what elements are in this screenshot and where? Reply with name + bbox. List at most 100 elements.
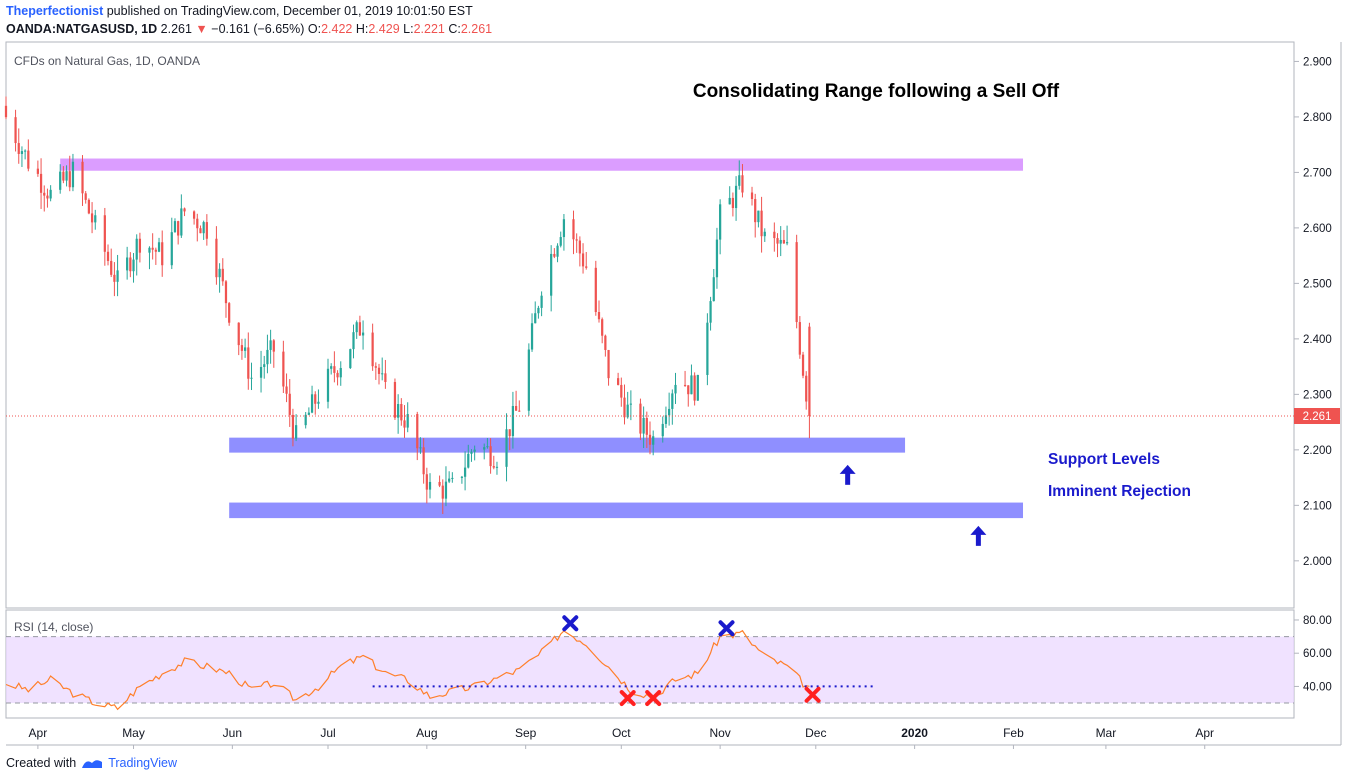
candle-down[interactable] bbox=[81, 155, 84, 206]
candle-down[interactable] bbox=[422, 438, 425, 484]
candle-down[interactable] bbox=[46, 188, 49, 208]
candle-down[interactable] bbox=[377, 363, 381, 385]
candle-up[interactable] bbox=[428, 473, 432, 499]
candle-up[interactable] bbox=[406, 402, 409, 433]
candle-down[interactable] bbox=[782, 230, 786, 245]
candle-down[interactable] bbox=[237, 322, 240, 356]
candle-up[interactable] bbox=[304, 412, 307, 429]
candle-up[interactable] bbox=[444, 466, 448, 507]
candle-down[interactable] bbox=[693, 372, 696, 406]
candle-down[interactable] bbox=[581, 243, 585, 274]
candle-up[interactable] bbox=[170, 217, 173, 270]
candle-up[interactable] bbox=[537, 305, 540, 319]
candle-down[interactable] bbox=[639, 398, 642, 441]
candle-down[interactable] bbox=[425, 467, 428, 504]
candle-down[interactable] bbox=[617, 372, 620, 386]
candle-up[interactable] bbox=[326, 358, 330, 409]
candle-up[interactable] bbox=[250, 362, 253, 391]
candle-down[interactable] bbox=[27, 139, 30, 172]
candle-up[interactable] bbox=[381, 357, 384, 381]
candle-down[interactable] bbox=[272, 339, 275, 368]
candle-up[interactable] bbox=[49, 185, 52, 202]
candle-down[interactable] bbox=[103, 207, 106, 266]
candle-up[interactable] bbox=[712, 269, 715, 302]
candle-down[interactable] bbox=[192, 210, 196, 225]
candle-down[interactable] bbox=[228, 301, 231, 326]
candle-up[interactable] bbox=[310, 385, 314, 414]
candle-up[interactable] bbox=[339, 361, 342, 386]
candle-up[interactable] bbox=[218, 263, 221, 293]
candle-down[interactable] bbox=[336, 370, 339, 386]
support-zone[interactable] bbox=[229, 437, 906, 453]
candle-up[interactable] bbox=[463, 451, 467, 491]
candle-up[interactable] bbox=[530, 313, 534, 352]
candle-down[interactable] bbox=[773, 222, 776, 252]
candle-down[interactable] bbox=[805, 371, 808, 410]
candle-up[interactable] bbox=[116, 254, 119, 297]
candle-up[interactable] bbox=[448, 471, 451, 484]
candle-down[interactable] bbox=[199, 225, 202, 234]
candle-up[interactable] bbox=[626, 391, 629, 419]
candle-down[interactable] bbox=[553, 248, 556, 259]
candle-down[interactable] bbox=[489, 438, 492, 474]
candle-up[interactable] bbox=[763, 228, 766, 242]
candle-up[interactable] bbox=[460, 475, 464, 484]
candle-up[interactable] bbox=[24, 149, 27, 160]
candle-up[interactable] bbox=[419, 437, 422, 454]
candle-up[interactable] bbox=[263, 355, 266, 379]
candle-down[interactable] bbox=[400, 398, 403, 426]
candle-down[interactable] bbox=[795, 234, 798, 329]
candle-up[interactable] bbox=[132, 253, 135, 283]
candle-down[interactable] bbox=[285, 373, 288, 403]
candle-up[interactable] bbox=[779, 226, 782, 257]
candle-down[interactable] bbox=[731, 192, 735, 217]
candle-down[interactable] bbox=[572, 210, 575, 255]
candle-down[interactable] bbox=[514, 390, 518, 411]
candle-up[interactable] bbox=[126, 246, 129, 280]
candle-up[interactable] bbox=[243, 338, 247, 358]
candle-down[interactable] bbox=[648, 421, 652, 455]
candle-up[interactable] bbox=[180, 194, 183, 238]
candle-up[interactable] bbox=[295, 414, 298, 442]
candle-up[interactable] bbox=[71, 153, 75, 192]
candle-down[interactable] bbox=[113, 262, 116, 297]
candle-up[interactable] bbox=[148, 246, 151, 270]
candle-down[interactable] bbox=[314, 391, 317, 415]
candle-up[interactable] bbox=[317, 389, 320, 409]
candle-up[interactable] bbox=[483, 443, 486, 460]
candle-up[interactable] bbox=[495, 461, 499, 475]
candle-down[interactable] bbox=[84, 191, 87, 204]
resistance-zone[interactable] bbox=[60, 158, 1024, 171]
candle-up[interactable] bbox=[719, 199, 722, 255]
candle-up[interactable] bbox=[352, 324, 355, 359]
candle-up[interactable] bbox=[59, 164, 62, 194]
candle-down[interactable] bbox=[333, 351, 336, 383]
candle-down[interactable] bbox=[438, 475, 441, 488]
candle-down[interactable] bbox=[36, 160, 39, 177]
candle-down[interactable] bbox=[597, 300, 601, 323]
candle-down[interactable] bbox=[215, 226, 218, 285]
candle-up[interactable] bbox=[652, 430, 655, 456]
candle-down[interactable] bbox=[578, 236, 581, 267]
candle-up[interactable] bbox=[534, 301, 537, 324]
candle-down[interactable] bbox=[110, 248, 113, 278]
candle-down[interactable] bbox=[183, 207, 186, 217]
candle-down[interactable] bbox=[177, 220, 180, 245]
candle-down[interactable] bbox=[161, 230, 164, 277]
candle-up[interactable] bbox=[690, 364, 693, 395]
footer-brand[interactable]: TradingView bbox=[108, 756, 177, 770]
candle-down[interactable] bbox=[508, 429, 511, 451]
candle-up[interactable] bbox=[757, 210, 760, 228]
candle-up[interactable] bbox=[355, 320, 358, 339]
candle-up[interactable] bbox=[361, 320, 365, 350]
candle-down[interactable] bbox=[196, 213, 199, 242]
candle-down[interactable] bbox=[282, 340, 285, 394]
candle-up[interactable] bbox=[738, 160, 741, 190]
candle-up[interactable] bbox=[696, 374, 699, 401]
candle-down[interactable] bbox=[585, 251, 588, 270]
candle-down[interactable] bbox=[68, 155, 71, 192]
candle-down[interactable] bbox=[90, 202, 94, 234]
candle-up[interactable] bbox=[706, 313, 709, 386]
candle-up[interactable] bbox=[668, 392, 671, 426]
candle-down[interactable] bbox=[492, 455, 495, 470]
